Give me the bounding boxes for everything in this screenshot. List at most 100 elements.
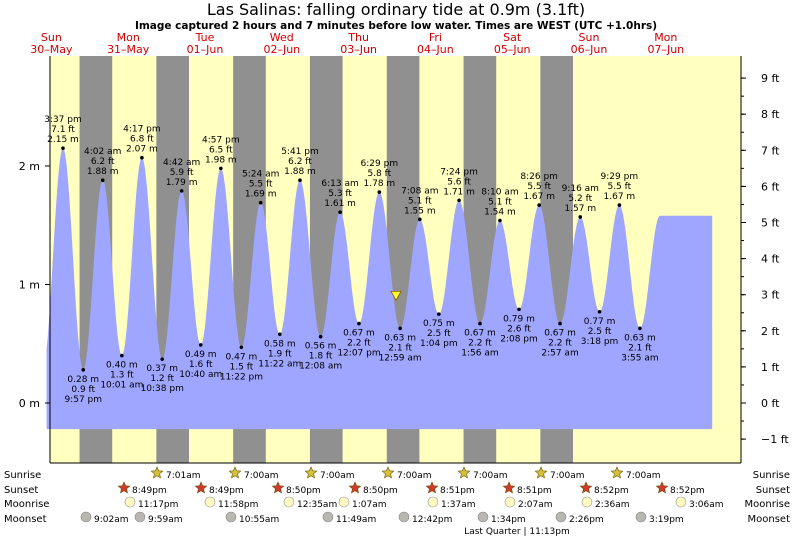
- row-label-moonrise-left: Moonrise: [4, 499, 49, 510]
- moonset-icon: [477, 511, 489, 523]
- row-label-moonset-right: Moonset: [748, 514, 791, 525]
- low-tide-point: [160, 357, 165, 361]
- high-tide-ft: 5.5 ft: [249, 180, 273, 190]
- low-tide-point: [638, 326, 642, 331]
- sunset-icon: [502, 481, 516, 494]
- low-tide-point: [357, 321, 361, 326]
- sunrise-icon: [304, 466, 318, 479]
- low-tide-point: [198, 343, 203, 347]
- sunset-time: 8:51pm: [440, 486, 475, 496]
- day-name: Sun: [41, 31, 62, 44]
- high-tide-point: [617, 203, 622, 207]
- low-tide-ft: 1.5 ft: [230, 362, 254, 372]
- high-tide-m: 1.88 m: [87, 167, 119, 177]
- high-tide-time: 7:08 am: [401, 186, 438, 196]
- low-tide-m: 0.49 m: [185, 350, 217, 360]
- low-tide-point: [239, 345, 244, 350]
- moonrise-icon: [204, 496, 216, 508]
- high-tide-point: [498, 218, 502, 223]
- high-tide-time: 8:10 am: [481, 188, 518, 198]
- sunrise-time: 7:00am: [473, 471, 508, 481]
- sunset-time: 8:49pm: [132, 486, 167, 496]
- sunrise-time: 7:00am: [244, 471, 279, 481]
- chart-subtitle: Image captured 2 hours and 7 minutes bef…: [135, 20, 657, 32]
- high-tide-point: [61, 146, 65, 151]
- low-tide-time: 12:08 am: [299, 362, 342, 372]
- moonset-time: 12:42pm: [412, 515, 452, 525]
- moonrise-icon: [124, 496, 136, 508]
- day-date: 01–Jun: [187, 43, 224, 56]
- moonset-icon: [398, 511, 410, 523]
- row-label-sunrise-left: Sunrise: [4, 470, 41, 481]
- low-tide-time: 1:04 pm: [420, 339, 458, 349]
- sunrise-time: 7:01am: [166, 471, 201, 481]
- low-tide-ft: 2.5 ft: [588, 327, 612, 337]
- low-tide-time: 11:22 pm: [220, 372, 263, 382]
- low-tide-point: [478, 321, 482, 326]
- sunrise-icon: [457, 466, 471, 479]
- high-tide-ft: 6.2 ft: [91, 157, 115, 167]
- high-tide-point: [377, 190, 382, 194]
- moonset-time: 11:49am: [336, 515, 376, 525]
- low-tide-time: 2:08 pm: [500, 334, 538, 344]
- day-date: 04–Jun: [417, 43, 454, 56]
- row-label-moonset-left: Moonset: [4, 514, 47, 525]
- moonrise-time: 2:07am: [518, 500, 553, 510]
- high-tide-time: 4:02 am: [84, 147, 121, 157]
- low-tide-m: 0.75 m: [423, 319, 455, 329]
- sunrise-time: 7:00am: [320, 471, 355, 481]
- low-tide-ft: 1.2 ft: [150, 374, 174, 384]
- sunset-time: 8:52pm: [594, 486, 629, 496]
- moonset-time: 9:02am: [94, 515, 129, 525]
- high-tide-m: 1.57 m: [564, 204, 596, 214]
- row-label-moonrise-right: Moonrise: [745, 499, 790, 510]
- row-label-sunrise-right: Sunrise: [753, 470, 790, 481]
- low-tide-time: 1:56 am: [461, 349, 498, 359]
- moonrise-time: 3:06am: [689, 500, 724, 510]
- low-tide-ft: 2.1 ft: [628, 343, 652, 353]
- low-tide-time: 3:55 am: [621, 353, 658, 363]
- low-tide-ft: 2.2 ft: [468, 339, 492, 349]
- high-tide-ft: 5.1 ft: [408, 196, 432, 206]
- moonset-icon: [635, 511, 647, 523]
- high-tide-time: 8:26 pm: [520, 172, 558, 182]
- day-name: Tue: [195, 31, 215, 44]
- low-tide-ft: 0.9 ft: [71, 385, 95, 395]
- high-tide-time: 6:29 pm: [361, 159, 399, 169]
- day-name: Mon: [117, 31, 140, 44]
- high-tide-time: 4:57 pm: [202, 135, 240, 145]
- low-tide-time: 11:22 am: [258, 359, 301, 369]
- high-tide-point: [258, 200, 263, 205]
- sunrise-time: 7:00am: [397, 471, 432, 481]
- moon-phase-note: Last Quarter | 11:13pm: [464, 527, 570, 537]
- moonset-time: 9:59am: [148, 515, 183, 525]
- high-tide-m: 1.78 m: [364, 179, 396, 189]
- high-tide-m: 1.98 m: [205, 155, 237, 165]
- sunset-icon: [271, 481, 285, 494]
- low-tide-ft: 1.3 ft: [110, 371, 134, 381]
- sunrise-time: 7:00am: [626, 471, 661, 481]
- sunset-time: 8:49pm: [209, 486, 244, 496]
- moonrise-icon: [427, 496, 439, 508]
- sun-moon-table: Sunrise Sunset Moonrise Moonset Sunrise …: [4, 466, 791, 537]
- high-tide-time: 9:16 am: [562, 184, 599, 194]
- chart-title: Las Salinas: falling ordinary tide at 0.…: [207, 0, 585, 19]
- high-tide-m: 1.69 m: [245, 190, 277, 200]
- y-left-tick-label: 1 m: [19, 279, 40, 292]
- low-tide-m: 0.67 m: [544, 329, 576, 339]
- y-right-tick-label: 1 ft: [761, 361, 780, 374]
- low-tide-point: [558, 321, 562, 326]
- high-tide-ft: 5.2 ft: [568, 194, 592, 204]
- y-right-tick-label: 6 ft: [761, 180, 780, 193]
- sunset-icon: [348, 481, 362, 494]
- day-name: Sun: [579, 31, 600, 44]
- high-tide-point: [457, 198, 461, 203]
- day-date: 07–Jun: [647, 43, 684, 56]
- low-tide-time: 2:57 am: [541, 349, 578, 359]
- y-right-tick-label: 2 ft: [761, 325, 780, 338]
- low-tide-m: 0.47 m: [226, 352, 258, 362]
- header: Las Salinas: falling ordinary tide at 0.…: [30, 0, 684, 56]
- moonrise-time: 2:36am: [595, 500, 630, 510]
- day-name: Wed: [270, 31, 294, 44]
